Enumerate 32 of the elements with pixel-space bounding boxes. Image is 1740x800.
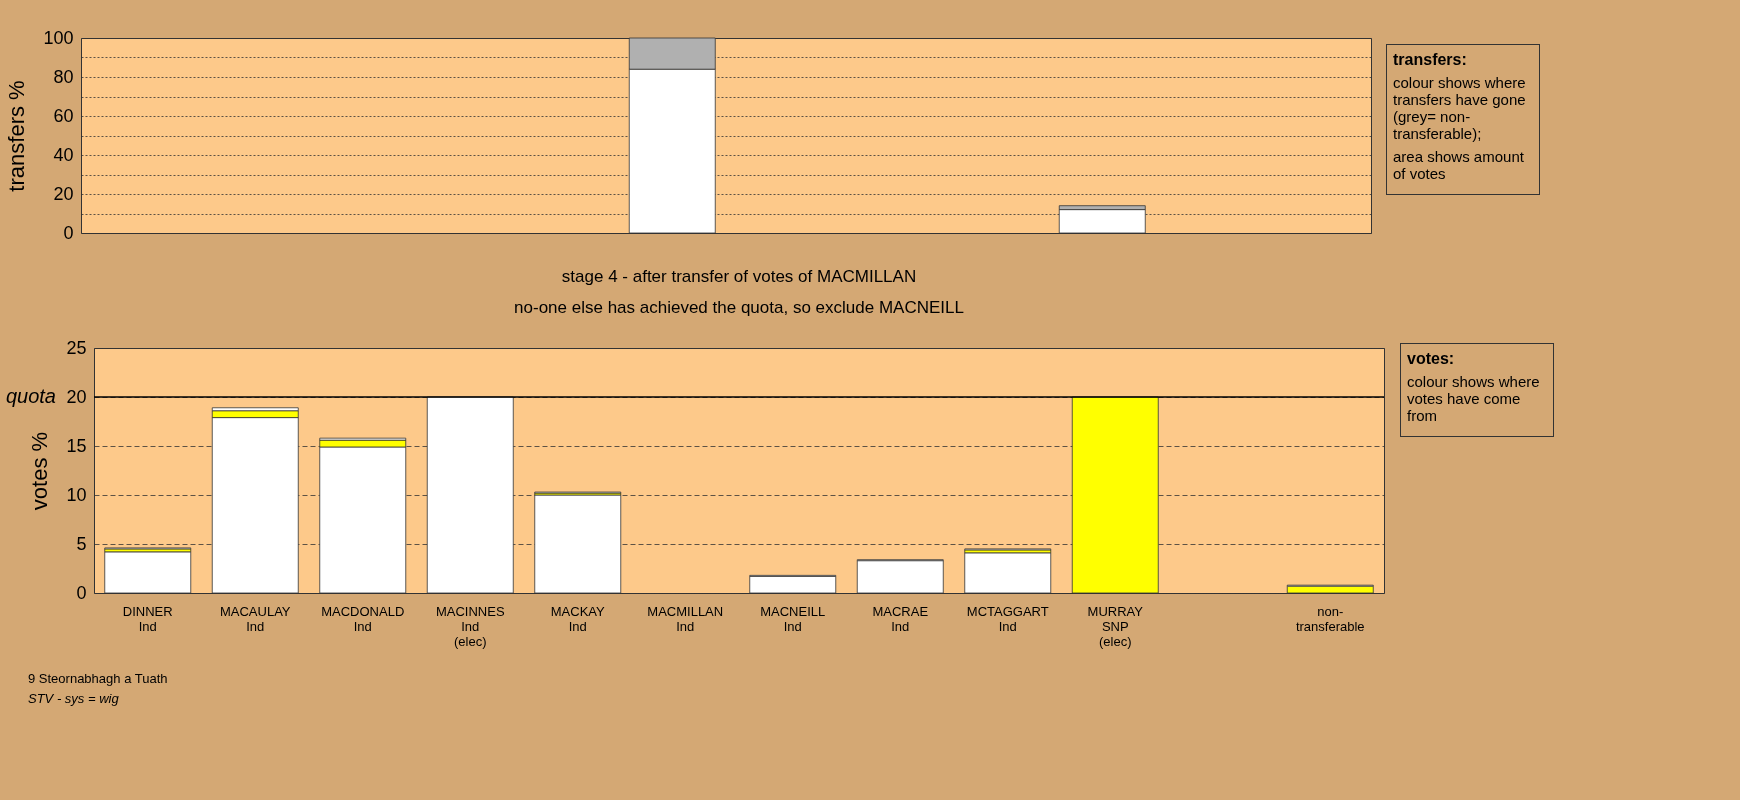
y-tick-label: 40 — [53, 144, 74, 165]
ref-line-label: quota — [5, 385, 56, 407]
x-tick-label: MACDONALD Ind — [321, 603, 405, 634]
text: 9 Steornabhagh a Tuath — [28, 670, 169, 688]
x-tick-label: MACINNES Ind (elec) — [435, 603, 505, 649]
x-tick-label: MACAULAY Ind — [219, 603, 291, 634]
y-tick-label: 0 — [63, 222, 74, 243]
chart-title: stage 4 - after transfer of votes of MACMILLAN — [561, 267, 917, 286]
x-tick-label: MACRAE Ind — [872, 603, 929, 634]
x-tick-label: MACNEILL Ind — [760, 603, 826, 634]
x-tick-label: DINNER Ind — [122, 603, 173, 634]
text: transfers: colour shows where transfers have gone (grey= non-transferable); area shows amount of votes — [1393, 51, 1527, 182]
y-tick-label: 100 — [43, 27, 74, 48]
y-tick-label: 80 — [53, 66, 74, 87]
y-tick-label: 0 — [76, 582, 87, 603]
y-tick-label: 25 — [66, 337, 87, 358]
text: votes: colour shows where votes have come from — [1407, 350, 1541, 424]
y-tick-label: 20 — [66, 386, 87, 407]
y-axis-title: votes % — [27, 431, 53, 511]
chart-subtitle: no-one else has achieved the quota, so exclude MACNEILL — [514, 298, 964, 317]
x-tick-label: MACMILLAN Ind — [647, 603, 724, 634]
y-tick-label: 60 — [53, 105, 74, 126]
y-axis-title: transfers % — [4, 80, 30, 192]
x-tick-label: MCTAGGART Ind — [966, 603, 1049, 634]
x-tick-label: non- transferable — [1295, 603, 1365, 634]
y-tick-label: 10 — [66, 484, 87, 505]
y-tick-label: 5 — [76, 533, 87, 554]
x-tick-label: MURRAY SNP (elec) — [1087, 603, 1144, 649]
y-tick-label: 15 — [66, 435, 87, 456]
x-tick-label: MACKAY Ind — [550, 603, 606, 634]
y-tick-label: 20 — [53, 183, 74, 204]
text: STV - sys = wig — [28, 690, 120, 708]
